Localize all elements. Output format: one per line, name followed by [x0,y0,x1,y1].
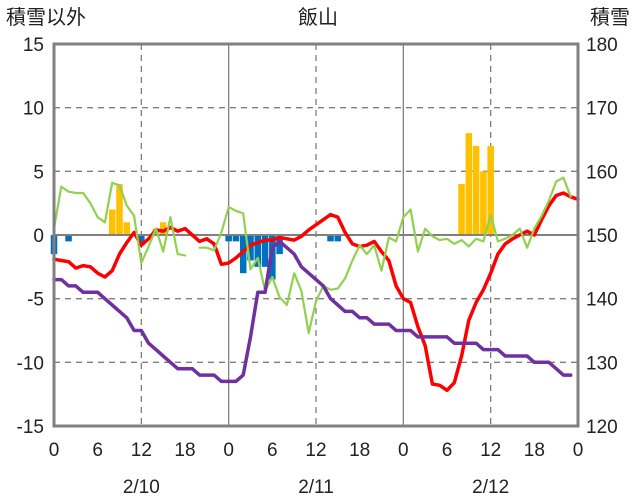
x-tick-10: 12 [480,440,501,461]
x-tick-11: 18 [524,440,545,461]
x-ticks: 0 6 12 18 0 6 12 18 0 6 12 18 0 [49,440,584,461]
day-label-1: 2/11 [298,477,334,498]
right-y-tick-0: 180 [586,35,618,56]
day-label-2: 2/12 [472,477,509,498]
left-axis-label: 積雪以外 [6,6,86,29]
x-tick-9: 6 [442,440,453,461]
precipitation-bar-31 [458,184,465,235]
right-y-tick-6: 120 [586,417,618,438]
sunshine-bar-4 [232,235,240,242]
x-tick-5: 6 [267,440,278,461]
right-y-ticks: 180 170 160 150 140 130 120 [586,35,618,438]
precipitation-bar-4 [159,222,167,235]
sunshine-bar-12 [334,235,342,242]
wind-line [52,176,572,335]
plot-border [52,42,580,428]
left-y-tick-6: -15 [17,417,44,438]
right-y-tick-4: 140 [586,290,618,311]
precipitation-bar-35 [487,145,494,235]
precipitation-bar-0 [108,209,116,235]
x-tick-1: 6 [92,440,103,461]
right-y-tick-5: 130 [586,353,618,374]
precipitation-bar-34 [480,171,487,235]
right-y-tick-2: 160 [586,162,618,183]
line-series [52,176,580,393]
x-tick-4: 0 [223,440,234,461]
sunshine-bar-1 [65,235,72,242]
left-y-tick-5: -10 [17,353,44,374]
precipitation-bar-32 [465,133,473,235]
precipitation-bar-33 [472,145,480,235]
sunshine-bar-5 [239,235,247,274]
right-y-tick-1: 170 [586,99,618,120]
left-y-tick-2: 5 [33,162,44,183]
left-y-tick-4: -5 [27,290,44,311]
temperature-line [52,191,580,393]
sunshine-bar-10 [276,235,283,255]
sunshine-bar-11 [327,235,334,242]
plot-frame [52,42,580,428]
left-y-tick-1: 10 [23,99,44,120]
sunshine-bar-3 [225,235,232,242]
x-tick-0: 0 [49,440,60,461]
x-tick-7: 18 [349,440,370,461]
day-labels: 2/10 2/11 2/12 [123,477,509,498]
right-axis-label: 積雪 [590,6,630,29]
snow_depth-line [52,239,573,384]
day-label-0: 2/10 [123,477,160,498]
sunshine-bar-8 [261,235,269,267]
x-tick-12: 0 [573,440,584,461]
sunshine-bar-2 [138,235,145,246]
sunshine-bar-7 [254,235,262,267]
x-tick-8: 0 [398,440,409,461]
precipitation-bar-1 [116,184,123,235]
x-tick-6: 12 [305,440,326,461]
x-tick-2: 12 [131,440,152,461]
bar-series [50,133,494,280]
left-y-ticks: 15 10 5 0 -5 -10 -15 [17,35,44,438]
chart-title: 飯山 [298,6,338,29]
x-tick-3: 18 [174,440,195,461]
left-y-tick-0: 15 [23,35,44,56]
left-y-tick-3: 0 [33,226,44,247]
sunshine-bar-6 [247,235,254,261]
precipitation-bar-2 [123,222,131,235]
right-y-tick-3: 150 [586,226,618,247]
